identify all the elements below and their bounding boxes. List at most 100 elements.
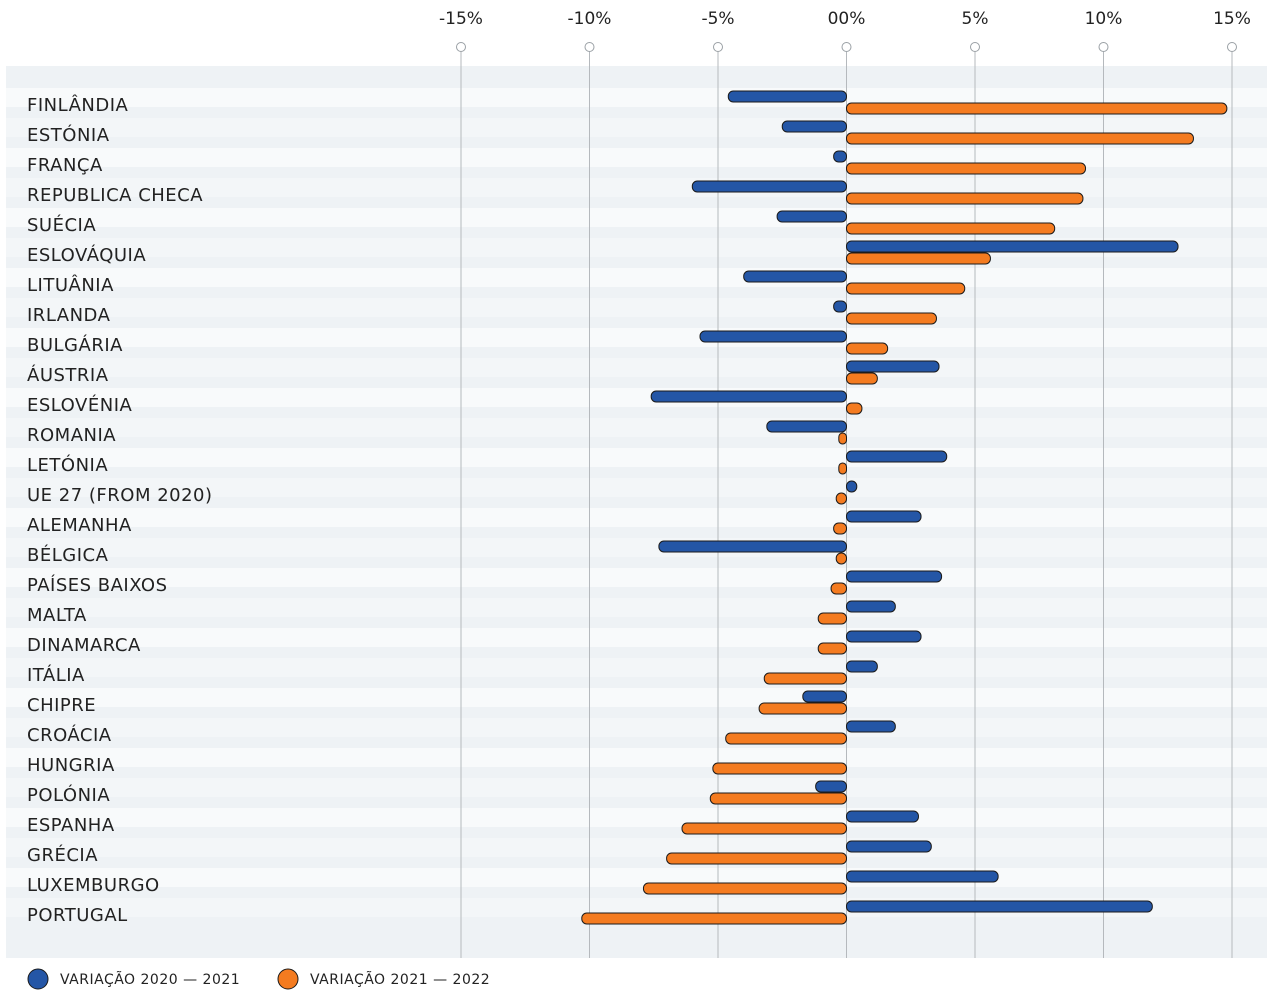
- x-tick-label: 5%: [962, 9, 989, 29]
- bar: [846, 360, 940, 373]
- row-stripe: [6, 298, 1267, 317]
- bar: [725, 732, 848, 745]
- legend-label: VARIAÇÃO 2020 — 2021: [60, 971, 240, 988]
- row-stripe: [6, 808, 1267, 827]
- row-stripe: [6, 88, 1267, 107]
- tick-marker: [1227, 42, 1237, 52]
- tick-marker: [713, 42, 723, 52]
- category-label: POLÓNIA: [27, 784, 110, 806]
- bar: [758, 702, 847, 715]
- bar: [658, 540, 848, 553]
- bar: [846, 192, 1084, 205]
- row-stripe: [6, 268, 1267, 287]
- bar: [833, 150, 848, 163]
- row-stripe: [6, 208, 1267, 227]
- category-label: REPUBLICA CHECA: [27, 185, 203, 206]
- bar: [691, 180, 847, 193]
- category-label: GRÉCIA: [27, 844, 98, 866]
- legend-swatch: [277, 968, 299, 990]
- row-stripe: [6, 658, 1267, 677]
- category-label: ITÁLIA: [27, 664, 85, 686]
- bar: [846, 162, 1087, 175]
- bar: [846, 402, 863, 415]
- bar: [846, 840, 932, 853]
- bar: [846, 570, 943, 583]
- row-stripe: [6, 178, 1267, 197]
- category-label: IRLANDA: [27, 305, 111, 326]
- x-tick-label: -10%: [568, 9, 612, 29]
- category-label: ESPANHA: [27, 815, 115, 836]
- x-tick-label: 15%: [1213, 9, 1251, 29]
- category-label: ESTÓNIA: [27, 124, 110, 146]
- bar: [835, 492, 847, 505]
- bar: [846, 510, 922, 523]
- bar: [846, 102, 1228, 115]
- bar: [815, 780, 847, 793]
- row-stripe: [6, 778, 1267, 797]
- category-label: PAÍSES BAIXOS: [27, 574, 168, 596]
- bar: [712, 762, 847, 775]
- category-label: LETÓNIA: [27, 454, 108, 476]
- bar: [699, 330, 848, 343]
- bar: [846, 222, 1056, 235]
- category-label: ÁUSTRIA: [27, 364, 109, 386]
- bar: [666, 852, 847, 865]
- row-stripe: [6, 148, 1267, 167]
- row-stripe: [6, 838, 1267, 857]
- row-stripe: [6, 718, 1267, 737]
- x-tick-label: 00%: [828, 9, 866, 29]
- category-label: DINAMARCA: [27, 635, 141, 656]
- bar: [846, 480, 858, 493]
- bar: [833, 300, 848, 313]
- row-stripe: [6, 538, 1267, 557]
- tick-marker: [1098, 42, 1109, 52]
- bar: [846, 312, 937, 325]
- category-label: PORTUGAL: [27, 905, 128, 926]
- bar: [581, 912, 847, 925]
- row-stripe: [6, 748, 1267, 767]
- category-label: ALEMANHA: [27, 515, 132, 536]
- tick-marker: [841, 42, 852, 52]
- bar: [833, 522, 848, 535]
- bar: [846, 660, 878, 673]
- category-label: SUÉCIA: [27, 214, 96, 236]
- bar: [846, 450, 948, 463]
- row-stripe: [6, 688, 1267, 707]
- bar: [846, 900, 1153, 913]
- bar: [727, 90, 848, 103]
- bar: [846, 240, 1179, 253]
- row-stripe: [6, 628, 1267, 647]
- category-label: CROÁCIA: [27, 724, 112, 746]
- tick-marker: [456, 42, 466, 52]
- bar: [830, 582, 848, 595]
- row-stripe: [6, 478, 1267, 497]
- tick-marker: [584, 42, 595, 52]
- category-label: CHIPRE: [27, 695, 96, 716]
- bar: [846, 252, 991, 265]
- bar: [817, 642, 847, 655]
- category-label: ESLOVÉNIA: [27, 394, 132, 416]
- row-stripe: [6, 508, 1267, 527]
- row-stripe: [6, 328, 1267, 347]
- bar: [650, 390, 847, 403]
- tick-marker: [970, 42, 980, 52]
- bar: [835, 552, 847, 565]
- category-label: BULGÁRIA: [27, 334, 123, 356]
- bar: [846, 870, 999, 883]
- bar: [846, 342, 889, 355]
- legend-label: VARIAÇÃO 2021 — 2022: [310, 971, 490, 988]
- row-stripe: [6, 418, 1267, 437]
- x-tick-label: -15%: [439, 9, 483, 29]
- row-stripe: [6, 118, 1267, 137]
- row-stripe: [6, 358, 1267, 377]
- row-stripe: [6, 868, 1267, 887]
- bar: [817, 612, 847, 625]
- bar: [846, 372, 878, 385]
- row-stripe: [6, 448, 1267, 467]
- category-label: UE 27 (FROM 2020): [27, 485, 213, 506]
- bar: [743, 270, 848, 283]
- bar: [846, 132, 1194, 145]
- x-tick-label: 10%: [1085, 9, 1123, 29]
- bar: [802, 690, 847, 703]
